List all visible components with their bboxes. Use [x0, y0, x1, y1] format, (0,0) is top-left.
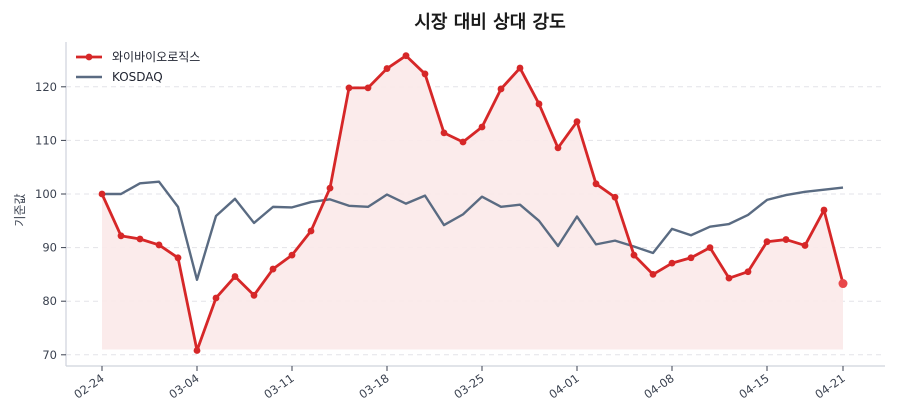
stock-data-point[interactable]	[345, 84, 353, 92]
axes	[65, 42, 885, 367]
stock-data-point[interactable]	[383, 65, 391, 72]
x-tick-label: 03-04	[166, 371, 201, 402]
stock-data-point[interactable]	[782, 236, 790, 243]
stock-data-point[interactable]	[288, 251, 296, 259]
y-tick-label: 70	[42, 348, 57, 362]
x-tick-label: 02-24	[71, 371, 106, 402]
stock-data-point[interactable]	[364, 84, 372, 92]
area-fill	[102, 55, 843, 351]
stock-data-point[interactable]	[687, 254, 695, 262]
stock-data-point[interactable]	[193, 347, 201, 354]
stock-data-point[interactable]	[763, 238, 771, 246]
stock-data-point[interactable]	[668, 259, 676, 267]
stock-data-point[interactable]	[592, 180, 600, 188]
x-tick-label: 03-25	[451, 371, 486, 402]
stock-data-point[interactable]	[516, 64, 524, 72]
stock-data-point[interactable]	[573, 118, 581, 126]
stock-data-point[interactable]	[535, 100, 543, 108]
stock-data-point[interactable]	[174, 254, 182, 262]
legend: 와이바이오로직스 KOSDAQ	[76, 50, 200, 84]
stock-data-point[interactable]	[402, 52, 410, 60]
stock-data-point[interactable]	[478, 123, 486, 131]
stock-data-point[interactable]	[630, 251, 638, 259]
x-tick-label: 04-21	[812, 371, 847, 402]
stock-data-point[interactable]	[155, 241, 163, 249]
chart-title: 시장 대비 상대 강도	[414, 12, 565, 33]
x-tick-label: 04-15	[736, 371, 771, 402]
legend-stock-label: 와이바이오로직스	[112, 50, 200, 64]
stock-data-point[interactable]	[611, 193, 619, 201]
stock-data-point[interactable]	[440, 129, 448, 137]
stock-data-point[interactable]	[744, 268, 752, 276]
x-axis-ticks: 02-24 03-04 03-11 03-18 03-25 04-01 04-08 04-15…	[71, 366, 848, 402]
stock-data-point[interactable]	[820, 206, 828, 214]
stock-data-point[interactable]	[801, 242, 809, 249]
series-lines	[98, 52, 848, 354]
stock-data-point[interactable]	[307, 227, 315, 235]
x-tick-label: 04-08	[641, 371, 676, 402]
y-tick-label: 90	[42, 241, 57, 255]
stock-data-point[interactable]	[554, 144, 562, 152]
y-axis-ticks: 70 80 90 100 110 120	[35, 80, 66, 362]
stock-line	[100, 54, 845, 352]
stock-data-point[interactable]	[269, 265, 277, 273]
stock-data-point[interactable]	[326, 184, 334, 192]
legend-kosdaq-label: KOSDAQ	[112, 70, 163, 84]
stock-data-point[interactable]	[497, 85, 505, 93]
y-tick-label: 110	[35, 133, 57, 147]
stock-area-fill	[102, 55, 843, 351]
stock-data-point[interactable]	[421, 70, 429, 78]
stock-data-point[interactable]	[231, 273, 239, 280]
x-tick-label: 04-01	[546, 371, 581, 402]
y-tick-label: 100	[35, 187, 57, 201]
stock-data-point[interactable]	[136, 235, 144, 243]
stock-data-point[interactable]	[706, 244, 714, 252]
stock-data-point[interactable]	[250, 291, 258, 299]
y-tick-label: 80	[42, 294, 57, 308]
y-axis-label: 기준값	[13, 193, 27, 226]
kosdaq-line	[102, 180, 844, 281]
y-tick-label: 120	[35, 80, 57, 94]
stock-data-point[interactable]	[212, 294, 220, 302]
stock-data-point[interactable]	[98, 190, 106, 198]
x-tick-label: 03-11	[261, 371, 296, 402]
stock-data-point[interactable]	[838, 279, 848, 289]
stock-data-point[interactable]	[725, 274, 733, 282]
stock-data-point[interactable]	[459, 138, 467, 146]
stock-data-point[interactable]	[649, 271, 657, 278]
x-tick-label: 03-18	[356, 371, 391, 402]
stock-data-point[interactable]	[117, 232, 125, 240]
